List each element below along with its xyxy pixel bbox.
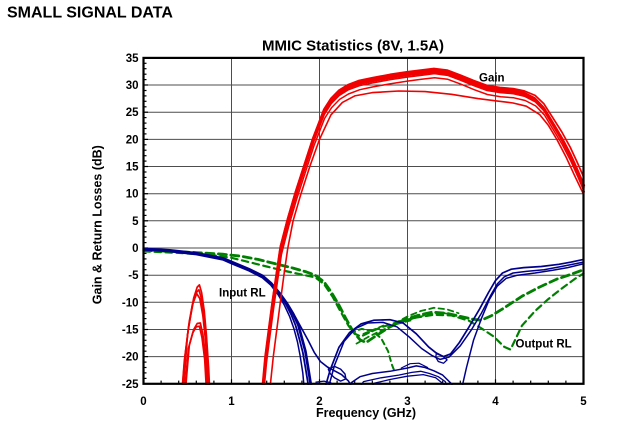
svg-text:Frequency (GHz): Frequency (GHz) [316,406,416,420]
svg-text:SMALL SIGNAL DATA: SMALL SIGNAL DATA [7,5,173,22]
svg-text:0: 0 [132,243,138,255]
svg-text:-20: -20 [122,352,139,364]
svg-text:35: 35 [126,53,139,65]
svg-text:20: 20 [126,134,139,146]
svg-text:2: 2 [316,396,322,408]
svg-text:30: 30 [126,80,139,92]
svg-text:15: 15 [126,162,139,174]
svg-text:10: 10 [126,189,139,201]
svg-text:Output RL: Output RL [516,338,572,350]
svg-text:1: 1 [228,396,235,408]
svg-text:MMIC Statistics (8V, 1.5A): MMIC Statistics (8V, 1.5A) [262,37,444,54]
svg-text:3: 3 [404,396,410,408]
svg-text:5: 5 [132,216,139,228]
svg-text:5: 5 [580,396,587,408]
svg-text:25: 25 [126,107,139,119]
svg-text:-25: -25 [122,379,139,391]
svg-text:Gain: Gain [479,73,505,85]
svg-text:0: 0 [140,396,146,408]
svg-text:-15: -15 [122,325,139,337]
svg-text:-10: -10 [122,297,139,309]
svg-text:4: 4 [492,396,499,408]
svg-text:Gain & Return Losses (dB): Gain & Return Losses (dB) [91,145,105,304]
svg-text:Input RL: Input RL [219,288,266,300]
svg-text:-5: -5 [128,270,139,282]
